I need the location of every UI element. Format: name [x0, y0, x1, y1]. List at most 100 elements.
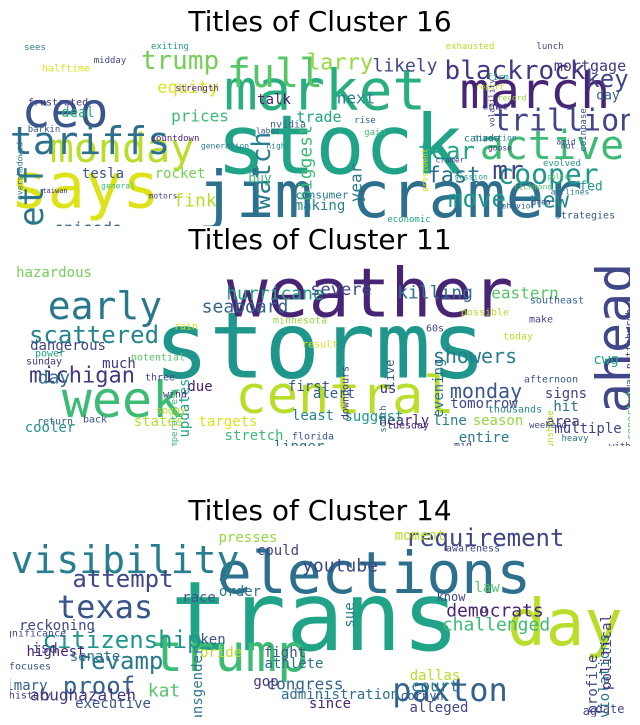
cloud-word: equity — [157, 78, 218, 98]
cloud-word: central — [235, 366, 454, 426]
cloud-word: behavior — [497, 202, 536, 211]
cloud-word: revamp — [77, 647, 164, 675]
cloud-word: transgender — [190, 647, 206, 717]
cloud-word: fink — [173, 191, 217, 212]
cloud-word: tuesday — [387, 421, 429, 432]
cloud-word: ahead — [586, 263, 630, 414]
cloud-word: three — [145, 373, 175, 384]
cloud-word: alert — [313, 386, 355, 402]
cloud-word: lunch — [536, 42, 563, 52]
cloud-word: cwg — [593, 352, 618, 368]
cloud-word: day — [596, 89, 620, 104]
cloud-word: fed — [579, 180, 602, 195]
cloud-word: overshadowed — [16, 142, 25, 200]
cloud-word: mid — [454, 441, 472, 447]
cloud-word: prices — [171, 107, 229, 126]
cloud-word: morning — [528, 445, 566, 446]
cloud-word: court — [411, 677, 459, 696]
cloud-word: sees — [24, 43, 46, 53]
cloud-word: president — [421, 148, 430, 192]
cloud-word: severe — [310, 280, 371, 300]
cloud-word: next — [337, 89, 376, 108]
cloud-word: nvidia — [270, 120, 306, 131]
cloud-word: weekend — [529, 421, 567, 431]
cloud-word: highest — [26, 644, 85, 660]
cloud-word: international — [401, 717, 479, 718]
cloud-word: soggy — [156, 406, 186, 417]
cloud-word: evolved — [543, 159, 581, 169]
cloud-word: rise — [354, 116, 376, 126]
cloud-word: fast — [428, 164, 481, 189]
cloud-word: exhausted — [446, 42, 495, 52]
cloud-word: requirement — [406, 527, 565, 552]
cloud-word: fight — [264, 645, 306, 661]
cloud-word: evening — [431, 358, 447, 417]
cloud-word: episode — [54, 219, 121, 227]
cloud-word: tariffs — [10, 119, 170, 163]
cloud-word: make — [529, 315, 553, 326]
cloud-word: coinbase — [579, 108, 589, 151]
cloud-word: ken — [200, 632, 225, 648]
cloud-word: biggest — [296, 125, 317, 201]
cloud-word: florida — [292, 432, 334, 443]
cloud-word: focuses — [10, 662, 51, 673]
cloud-word: michigan — [29, 364, 135, 389]
cloud-word: deal — [61, 105, 95, 121]
cloud-word: youtube — [302, 556, 378, 577]
word-cloud-11: storms weather central week ahead early scatte… — [10, 256, 630, 446]
cloud-word: ag — [583, 704, 597, 717]
cloud-word: larry — [307, 51, 373, 76]
cloud-word: ceo — [22, 83, 109, 139]
cloud-16-title: Titles of Cluster 16 — [188, 5, 452, 38]
cloud-word: season — [473, 413, 524, 429]
cloud-word: know — [437, 590, 467, 604]
cloud-word: texas — [57, 588, 153, 626]
cloud-word: gain — [364, 128, 386, 138]
cloud-word: awareness — [446, 544, 500, 555]
cloud-word: hurricane — [226, 284, 324, 305]
cloud-word: primary — [10, 678, 48, 694]
cloud-word: year — [347, 163, 366, 202]
cloud-word: hit — [553, 399, 578, 415]
cloud-word: key — [585, 65, 628, 93]
cloud-word: watch — [247, 132, 277, 210]
cloud-word: fear — [417, 137, 475, 165]
cloud-word: area — [531, 198, 550, 207]
cloud-word: potential — [131, 353, 185, 364]
cloud-word: race — [182, 590, 216, 606]
cloud-word: violations — [597, 634, 613, 717]
cloud-word: alleged — [409, 700, 468, 716]
cloud-word: political — [599, 614, 615, 690]
cloud-word: trade — [296, 108, 341, 126]
cloud-word: mr — [492, 156, 523, 186]
cloud-word: us — [380, 381, 397, 397]
cloud-word: market — [224, 59, 426, 124]
cloud-word: report — [476, 83, 505, 92]
cloud-word: heavy — [561, 434, 589, 444]
cloud-word: pride — [200, 645, 242, 661]
cloud-word: could — [257, 543, 299, 559]
cloud-word: barkin — [28, 125, 61, 135]
cloud-word: record — [498, 94, 527, 103]
cloud-word: scattered — [29, 321, 159, 349]
cloud-word: return — [37, 417, 73, 428]
cloud-word: least — [292, 408, 334, 424]
cloud-word: monday — [50, 126, 195, 172]
cloud-word: power — [35, 349, 65, 360]
cloud-word: buy — [248, 172, 272, 187]
cloud-word: active — [480, 123, 625, 169]
cloud-word: sue — [342, 602, 358, 627]
cloud-word: session — [454, 173, 488, 182]
cloud-word: reported — [626, 392, 631, 440]
cloud-word: linger — [274, 439, 325, 446]
cloud-word: strategies — [555, 211, 615, 222]
cloud-word: way — [625, 373, 631, 391]
cloud-word: paxton — [392, 671, 508, 709]
cloud-word: 60s — [426, 324, 444, 335]
cloud-word: richmond — [514, 183, 553, 192]
cloud-word: rocket — [155, 166, 206, 182]
cloud-word: jim cramer — [197, 159, 582, 226]
